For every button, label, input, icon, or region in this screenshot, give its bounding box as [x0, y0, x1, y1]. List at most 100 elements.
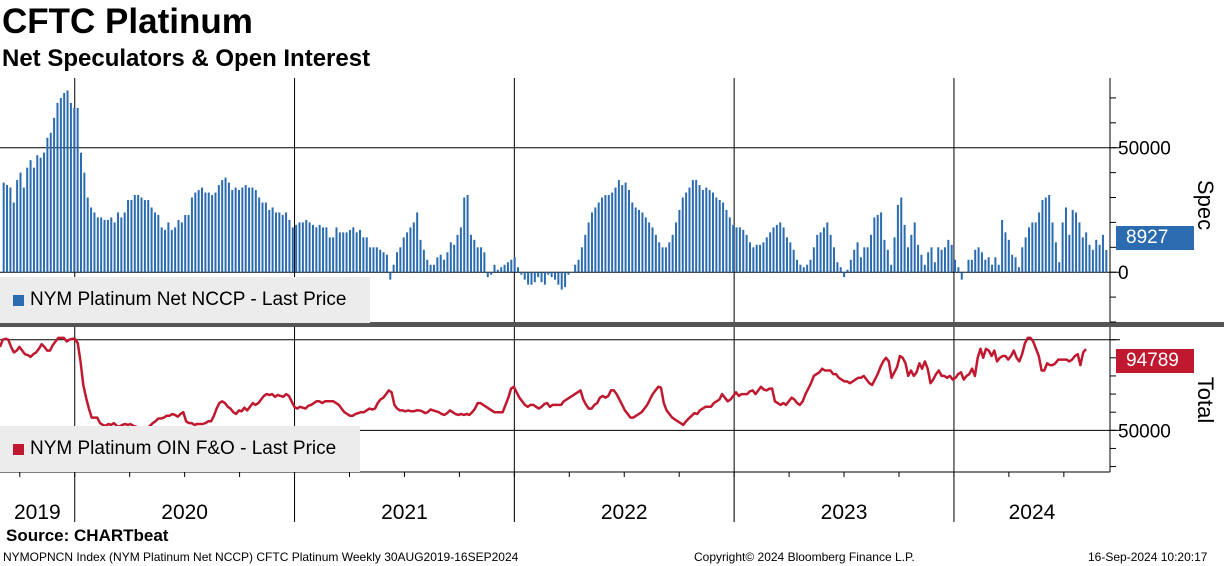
spec-bar: [658, 242, 661, 273]
spec-bar: [1017, 267, 1020, 273]
spec-bar: [698, 185, 701, 273]
spec-bar: [480, 247, 483, 273]
spec-bar: [1028, 227, 1030, 273]
spec-bar: [567, 272, 570, 275]
spec-bar: [991, 264, 994, 273]
spec-bar: [722, 202, 725, 273]
spec-bar: [809, 259, 812, 273]
spec-bar: [587, 222, 590, 273]
spec-bar: [53, 117, 56, 273]
spec-bar: [16, 180, 19, 273]
spec-bar: [678, 209, 681, 273]
spec-bar: [607, 195, 610, 273]
panel-divider: [0, 322, 1224, 327]
spec-bar: [197, 190, 200, 273]
spec-bar: [281, 214, 284, 273]
footer-series-info: NYMOPNCN Index (NYM Platinum Net NCCP) C…: [3, 550, 519, 564]
spec-bar: [46, 137, 49, 273]
spec-bar: [416, 212, 419, 273]
spec-bar: [167, 222, 170, 273]
spec-bar: [224, 177, 227, 273]
spec-bar: [466, 195, 469, 273]
spec-bar: [244, 185, 247, 273]
spec-bar: [527, 272, 530, 285]
chart-subtitle: Net Speculators & Open Interest: [2, 45, 371, 72]
spec-bar: [496, 269, 499, 273]
spec-bar: [389, 272, 392, 280]
spec-bar: [950, 244, 953, 273]
spec-bar: [520, 272, 523, 275]
spec-bar: [365, 237, 368, 273]
spec-legend-swatch: [13, 294, 24, 306]
spec-bar: [822, 227, 825, 273]
spec-bar: [355, 232, 358, 273]
spec-bar: [1048, 195, 1051, 273]
spec-bar: [873, 217, 876, 273]
spec-bar: [957, 267, 960, 273]
spec-bar: [446, 252, 449, 273]
spec-bar: [883, 239, 886, 273]
spec-bar: [406, 232, 409, 273]
spec-bar: [137, 195, 140, 273]
spec-bar: [1075, 212, 1078, 273]
spec-bar: [506, 262, 509, 273]
spec-bar: [429, 264, 432, 273]
spec-bar: [893, 237, 896, 273]
spec-bar: [705, 187, 708, 273]
spec-bar: [130, 200, 133, 273]
spec-bar: [913, 222, 916, 273]
spec-bar: [675, 222, 678, 273]
spec-bar: [839, 267, 842, 273]
spec-bar: [900, 197, 903, 273]
spec-bar: [745, 234, 748, 273]
spec-bar: [436, 257, 439, 273]
spec-bar: [910, 234, 913, 273]
spec-bar: [36, 155, 39, 273]
x-year-label: 2024: [1009, 501, 1056, 524]
spec-tick-label: 50000: [1118, 139, 1171, 160]
spec-bar: [1098, 244, 1101, 273]
spec-last-value-tag: 8927: [1116, 226, 1194, 250]
spec-bar: [295, 224, 298, 273]
spec-axis-title: Spec: [1193, 180, 1218, 230]
spec-bar: [157, 214, 160, 273]
spec-bar: [120, 217, 123, 273]
spec-bar: [133, 195, 136, 273]
spec-tick-label: 0: [1118, 263, 1129, 284]
spec-bar: [930, 247, 933, 273]
spec-bar: [335, 227, 338, 273]
spec-bar: [419, 239, 422, 273]
spec-bar: [291, 227, 294, 273]
spec-bar: [372, 247, 375, 273]
spec-bar: [399, 247, 402, 273]
spec-bar: [748, 242, 751, 273]
spec-bar: [375, 247, 378, 273]
spec-bar: [974, 249, 977, 273]
spec-bar: [533, 272, 536, 283]
spec-bar: [806, 264, 809, 273]
spec-bar: [412, 222, 415, 273]
spec-bar: [332, 237, 335, 273]
spec-bar: [258, 197, 261, 273]
spec-bar: [1101, 234, 1104, 273]
spec-legend: NYM Platinum Net NCCP - Last Price: [0, 277, 370, 323]
spec-panel: [0, 90, 1120, 290]
spec-bar: [362, 237, 365, 273]
spec-bar: [100, 217, 103, 273]
spec-bar: [671, 234, 674, 273]
spec-bar: [369, 247, 372, 273]
spec-bar: [738, 227, 741, 273]
spec-bar: [688, 187, 691, 273]
spec-bar: [402, 237, 405, 273]
spec-bar: [880, 212, 883, 273]
spec-bar: [1031, 222, 1034, 273]
spec-bar: [537, 272, 540, 278]
spec-bar: [311, 224, 314, 273]
spec-bar: [604, 195, 607, 273]
spec-bar: [876, 214, 879, 273]
spec-bar: [695, 180, 698, 273]
spec-bar: [490, 272, 493, 275]
spec-bar: [627, 190, 630, 273]
spec-bar: [322, 227, 325, 273]
spec-bar: [318, 224, 321, 273]
